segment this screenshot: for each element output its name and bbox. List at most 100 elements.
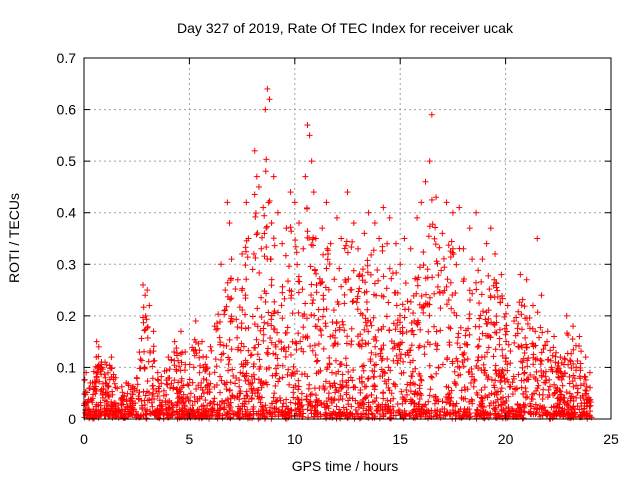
data-point <box>403 391 410 398</box>
data-point <box>361 326 368 333</box>
data-point <box>441 405 448 412</box>
data-point <box>140 281 147 288</box>
data-point <box>97 406 104 413</box>
data-point <box>224 411 231 418</box>
data-point <box>338 235 345 242</box>
data-point <box>142 392 149 399</box>
data-point <box>144 287 151 294</box>
data-point <box>577 382 584 389</box>
data-point <box>380 273 387 280</box>
data-point <box>292 339 299 346</box>
data-point <box>330 307 337 314</box>
data-point <box>384 240 391 247</box>
data-point <box>534 235 541 242</box>
data-point <box>260 325 267 332</box>
data-point <box>149 363 156 370</box>
data-point <box>492 377 499 384</box>
data-point <box>102 359 109 366</box>
data-point <box>409 357 416 364</box>
data-point <box>308 390 315 397</box>
data-point <box>414 214 421 221</box>
data-point <box>228 346 235 353</box>
data-point <box>104 369 111 376</box>
data-point <box>583 383 590 390</box>
data-point <box>390 395 397 402</box>
data-point <box>264 381 271 388</box>
data-point <box>206 386 213 393</box>
data-point <box>219 414 226 421</box>
data-point <box>503 397 510 404</box>
data-point <box>356 375 363 382</box>
data-point <box>92 403 99 410</box>
data-point <box>232 380 239 387</box>
data-point <box>487 225 494 232</box>
data-point <box>536 334 543 341</box>
data-point <box>116 407 123 414</box>
data-point <box>322 320 329 327</box>
data-point <box>348 341 355 348</box>
data-point <box>432 340 439 347</box>
data-point <box>453 400 460 407</box>
data-point <box>359 337 366 344</box>
data-point <box>341 327 348 334</box>
data-point <box>538 349 545 356</box>
data-point <box>325 286 332 293</box>
data-point <box>176 363 183 370</box>
data-point <box>245 324 252 331</box>
data-point <box>346 394 353 401</box>
data-point <box>99 366 106 373</box>
data-point <box>192 339 199 346</box>
data-point <box>544 338 551 345</box>
data-point <box>272 365 279 372</box>
data-point <box>478 291 485 298</box>
data-point <box>207 380 214 387</box>
data-point <box>474 411 481 418</box>
data-point <box>375 327 382 334</box>
data-point <box>502 310 509 317</box>
data-point <box>308 281 315 288</box>
data-point <box>334 298 341 305</box>
data-point <box>289 369 296 376</box>
data-point <box>370 373 377 380</box>
data-point <box>221 380 228 387</box>
data-point <box>218 351 225 358</box>
data-point <box>499 352 506 359</box>
data-point <box>148 399 155 406</box>
data-point <box>320 306 327 313</box>
data-point <box>389 270 396 277</box>
data-point <box>220 342 227 349</box>
data-point <box>222 381 229 388</box>
data-point <box>364 375 371 382</box>
data-point <box>385 376 392 383</box>
data-point <box>325 390 332 397</box>
data-point <box>420 304 427 311</box>
data-point <box>504 361 511 368</box>
data-point <box>342 276 349 283</box>
data-point <box>522 334 529 341</box>
data-point <box>242 262 249 269</box>
data-point <box>234 334 241 341</box>
data-point <box>343 238 350 245</box>
data-point <box>162 405 169 412</box>
data-point <box>236 396 243 403</box>
data-point <box>274 355 281 362</box>
data-point <box>553 349 560 356</box>
data-point <box>93 408 100 415</box>
data-point <box>234 276 241 283</box>
data-point <box>450 251 457 258</box>
data-point <box>538 372 545 379</box>
data-point <box>88 397 95 404</box>
data-point <box>293 346 300 353</box>
data-point <box>365 375 372 382</box>
data-point <box>259 234 266 241</box>
data-point <box>108 354 115 361</box>
data-point <box>418 392 425 399</box>
data-point <box>161 411 168 418</box>
data-point <box>119 389 126 396</box>
data-point <box>245 235 252 242</box>
data-point <box>444 276 451 283</box>
data-point <box>422 178 429 185</box>
data-point <box>569 404 576 411</box>
data-point <box>426 341 433 348</box>
data-point <box>478 278 485 285</box>
